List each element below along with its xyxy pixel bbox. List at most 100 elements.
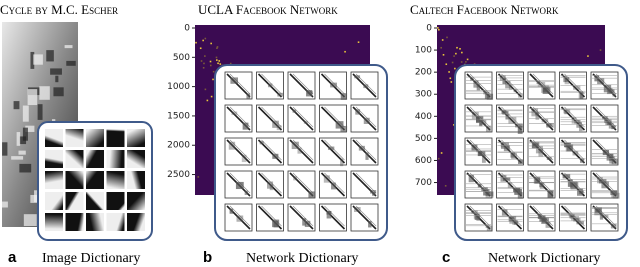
heatmap-dot (210, 42, 212, 45)
tile-block (536, 80, 541, 85)
heatmap-dot (209, 64, 212, 67)
tile-diagonal (229, 205, 251, 227)
heatmap-dot (437, 27, 439, 29)
heatmap-dot (441, 39, 444, 41)
tile-block (471, 210, 478, 214)
tile-block (354, 75, 361, 79)
heatmap-dot (444, 185, 447, 187)
tile-block (228, 141, 236, 150)
caption: Network Dictionary (246, 251, 358, 266)
tile-block (539, 182, 544, 188)
tile-block (564, 77, 569, 82)
tile-block (372, 192, 376, 196)
caption: Image Dictionary (42, 251, 140, 266)
tile-block (505, 80, 511, 89)
tile-block (537, 213, 542, 219)
tile-block (546, 156, 552, 160)
heatmap-dot (204, 37, 207, 40)
tile-block (485, 191, 494, 197)
tile-block (599, 212, 604, 220)
y-tick-label: 200 (415, 68, 432, 78)
tile-block (326, 211, 332, 219)
escher-detail (33, 54, 43, 65)
dictionary-tile (86, 213, 104, 231)
tile-block (510, 151, 515, 158)
escher-detail (11, 156, 24, 160)
tile-block (340, 125, 348, 132)
tile-block (259, 141, 264, 145)
tile-block (567, 179, 573, 187)
escher-detail (27, 89, 38, 106)
tile-block (573, 217, 581, 222)
tile-block (571, 215, 579, 221)
dictionary-tile (86, 192, 104, 210)
dictionary-tile (65, 171, 84, 189)
escher-detail (2, 201, 8, 208)
tile-diagonal (261, 172, 282, 194)
tile-block (473, 80, 479, 88)
heatmap-dot (206, 99, 209, 102)
dictionary-tile (127, 129, 145, 147)
y-tick-label: 600 (415, 156, 432, 166)
tile-block (501, 109, 507, 115)
y-tick-label: 500 (173, 53, 190, 63)
tile-block (335, 121, 344, 129)
y-tick-label: 1500 (167, 111, 190, 121)
tile-block (297, 147, 302, 154)
tile-block (502, 177, 511, 181)
heatmap-dot (215, 56, 218, 59)
tile-block (565, 144, 574, 152)
y-tick-label: 1000 (167, 82, 190, 92)
y-tick-label: 2000 (167, 141, 190, 151)
tile-diagonal (355, 139, 377, 161)
tile-block (513, 89, 517, 93)
tile-diagonal (355, 205, 377, 227)
heatmap-dot (197, 176, 200, 178)
y-tick-label: 2500 (167, 170, 190, 180)
tile-block (303, 120, 308, 124)
heatmap-dot (466, 58, 469, 61)
tile-block (578, 91, 583, 99)
tile-block (481, 154, 486, 163)
tile-block (358, 145, 365, 151)
tile-block (231, 111, 238, 116)
heatmap-dot (203, 62, 205, 65)
dictionary-tile (45, 171, 63, 189)
escher-detail (18, 150, 26, 155)
tile-block (534, 111, 539, 116)
heatmap-dot (453, 55, 455, 57)
heatmap-dot (344, 50, 346, 53)
escher-detail (2, 142, 8, 156)
dictionary-tile (65, 213, 84, 231)
dictionary-tile (45, 192, 63, 210)
tile-block (269, 184, 274, 191)
heatmap-dot (450, 81, 453, 83)
panel-label: b (203, 249, 212, 266)
escher-detail (25, 125, 35, 132)
tile-diagonal (324, 139, 345, 161)
tile-block (513, 221, 518, 225)
tile-block (517, 192, 523, 199)
tile-diagonal (324, 205, 345, 227)
heatmap-dot (200, 60, 203, 62)
tile-block (340, 93, 348, 100)
dictionary-tile (106, 171, 125, 189)
escher-detail (23, 214, 37, 227)
y-tick-label: 0 (184, 24, 190, 34)
tile-block (485, 125, 492, 132)
dictionary-tile (86, 171, 104, 189)
tile-block (479, 119, 487, 125)
tile-diagonal (229, 73, 251, 95)
tile-block (545, 221, 551, 228)
tile-block (229, 208, 234, 214)
escher-detail (19, 163, 32, 173)
tile-block (537, 81, 546, 87)
escher-detail (39, 86, 50, 100)
heatmap-dot (438, 28, 440, 31)
tile-block (607, 121, 612, 126)
tile-diagonal (355, 172, 377, 194)
heatmap-dot (460, 61, 463, 63)
tile-block (508, 84, 513, 90)
tile-block (236, 215, 244, 222)
tile-block (547, 190, 554, 199)
